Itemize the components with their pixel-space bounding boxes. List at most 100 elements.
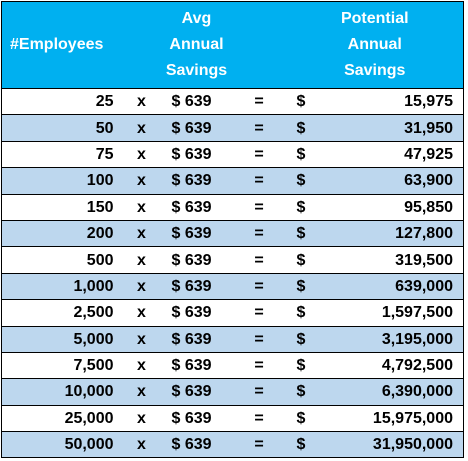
currency-cell: $: [286, 431, 332, 458]
times-cell: x: [121, 193, 162, 221]
employees-cell: 7,500: [1, 351, 122, 379]
employees-cell: 2,500: [1, 299, 122, 327]
times-cell: x: [121, 351, 162, 379]
header-line: Annual: [347, 36, 402, 53]
avg-savings-cell: $ 639: [161, 87, 232, 115]
currency-cell: $: [286, 246, 332, 274]
currency-cell: $: [286, 167, 332, 195]
equals-cell: =: [231, 351, 287, 379]
potential-savings-cell: 3,195,000: [331, 325, 464, 353]
times-cell: x: [121, 272, 162, 300]
header-line: Avg: [181, 10, 212, 27]
potential-savings-cell: 31,950: [331, 114, 464, 142]
header-potential: Potential Annual Savings: [286, 1, 464, 89]
avg-savings-cell: $ 639: [161, 299, 232, 327]
employees-cell: 50: [1, 114, 122, 142]
table-row: 150 x $ 639 = $95,850: [1, 193, 464, 221]
potential-savings-cell: 63,900: [331, 167, 464, 195]
potential-savings-cell: 95,850: [331, 193, 464, 221]
times-cell: x: [121, 167, 162, 195]
equals-cell: =: [231, 378, 287, 406]
header-line: Potential: [340, 10, 409, 27]
table-row: 500 x $ 639 = $319,500: [1, 246, 464, 274]
potential-savings-cell: 15,975,000: [331, 404, 464, 432]
equals-cell: =: [231, 325, 287, 353]
avg-savings-cell: $ 639: [161, 351, 232, 379]
employees-cell: 25: [1, 87, 122, 115]
potential-savings-cell: 31,950,000: [331, 431, 464, 458]
potential-savings-cell: 47,925: [331, 140, 464, 168]
header-employees: #Employees: [1, 1, 122, 89]
employees-cell: 10,000: [1, 378, 122, 406]
employees-cell: 500: [1, 246, 122, 274]
employees-cell: 1,000: [1, 272, 122, 300]
potential-savings-cell: 6,390,000: [331, 378, 464, 406]
avg-savings-cell: $ 639: [161, 114, 232, 142]
currency-cell: $: [286, 140, 332, 168]
potential-savings-cell: 639,000: [331, 272, 464, 300]
header-row: #Employees Avg Annual Savings Potential Ann…: [1, 1, 464, 89]
table-body: 25 x $ 639 = $15,975 50 x $ 639 = $31,950 75 x $ 639…: [1, 87, 464, 458]
header-line: Savings: [165, 62, 228, 79]
table-header: #Employees Avg Annual Savings Potential Ann…: [1, 1, 464, 89]
currency-cell: $: [286, 299, 332, 327]
currency-cell: $: [286, 193, 332, 221]
equals-cell: =: [231, 114, 287, 142]
currency-cell: $: [286, 219, 332, 247]
currency-cell: $: [286, 351, 332, 379]
table-row: 100 x $ 639 = $63,900: [1, 167, 464, 195]
table-row: 25,000 x $ 639 = $15,975,000: [1, 404, 464, 432]
currency-cell: $: [286, 378, 332, 406]
header-blank: [231, 1, 287, 89]
times-cell: x: [121, 87, 162, 115]
times-cell: x: [121, 299, 162, 327]
potential-savings-cell: 127,800: [331, 219, 464, 247]
times-cell: x: [121, 140, 162, 168]
header-line: Savings: [344, 62, 406, 79]
avg-savings-cell: $ 639: [161, 272, 232, 300]
currency-cell: $: [286, 404, 332, 432]
times-cell: x: [121, 404, 162, 432]
times-cell: x: [121, 431, 162, 458]
equals-cell: =: [231, 272, 287, 300]
potential-savings-cell: 15,975: [331, 87, 464, 115]
employees-cell: 5,000: [1, 325, 122, 353]
times-cell: x: [121, 114, 162, 142]
header-avg: Avg Annual Savings: [161, 1, 232, 89]
table-row: 1,000 x $ 639 = $639,000: [1, 272, 464, 300]
employees-cell: 75: [1, 140, 122, 168]
currency-cell: $: [286, 87, 332, 115]
equals-cell: =: [231, 167, 287, 195]
avg-savings-cell: $ 639: [161, 431, 232, 458]
avg-savings-cell: $ 639: [161, 193, 232, 221]
equals-cell: =: [231, 246, 287, 274]
avg-savings-cell: $ 639: [161, 246, 232, 274]
avg-savings-cell: $ 639: [161, 219, 232, 247]
potential-savings-cell: 4,792,500: [331, 351, 464, 379]
avg-savings-cell: $ 639: [161, 140, 232, 168]
employees-cell: 25,000: [1, 404, 122, 432]
employees-cell: 200: [1, 219, 122, 247]
times-cell: x: [121, 325, 162, 353]
equals-cell: =: [231, 299, 287, 327]
employees-cell: 50,000: [1, 431, 122, 458]
table-row: 50 x $ 639 = $31,950: [1, 114, 464, 142]
equals-cell: =: [231, 219, 287, 247]
equals-cell: =: [231, 193, 287, 221]
table-row: 25 x $ 639 = $15,975: [1, 87, 464, 115]
table-row: 2,500 x $ 639 = $1,597,500: [1, 299, 464, 327]
potential-savings-cell: 319,500: [331, 246, 464, 274]
employees-cell: 100: [1, 167, 122, 195]
table-row: 5,000 x $ 639 = $3,195,000: [1, 325, 464, 353]
table-row: 75 x $ 639 = $47,925: [1, 140, 464, 168]
equals-cell: =: [231, 404, 287, 432]
equals-cell: =: [231, 431, 287, 458]
times-cell: x: [121, 378, 162, 406]
currency-cell: $: [286, 272, 332, 300]
potential-savings-cell: 1,597,500: [331, 299, 464, 327]
avg-savings-cell: $ 639: [161, 404, 232, 432]
header-blank: [121, 1, 162, 89]
table-row: 200 x $ 639 = $127,800: [1, 219, 464, 247]
